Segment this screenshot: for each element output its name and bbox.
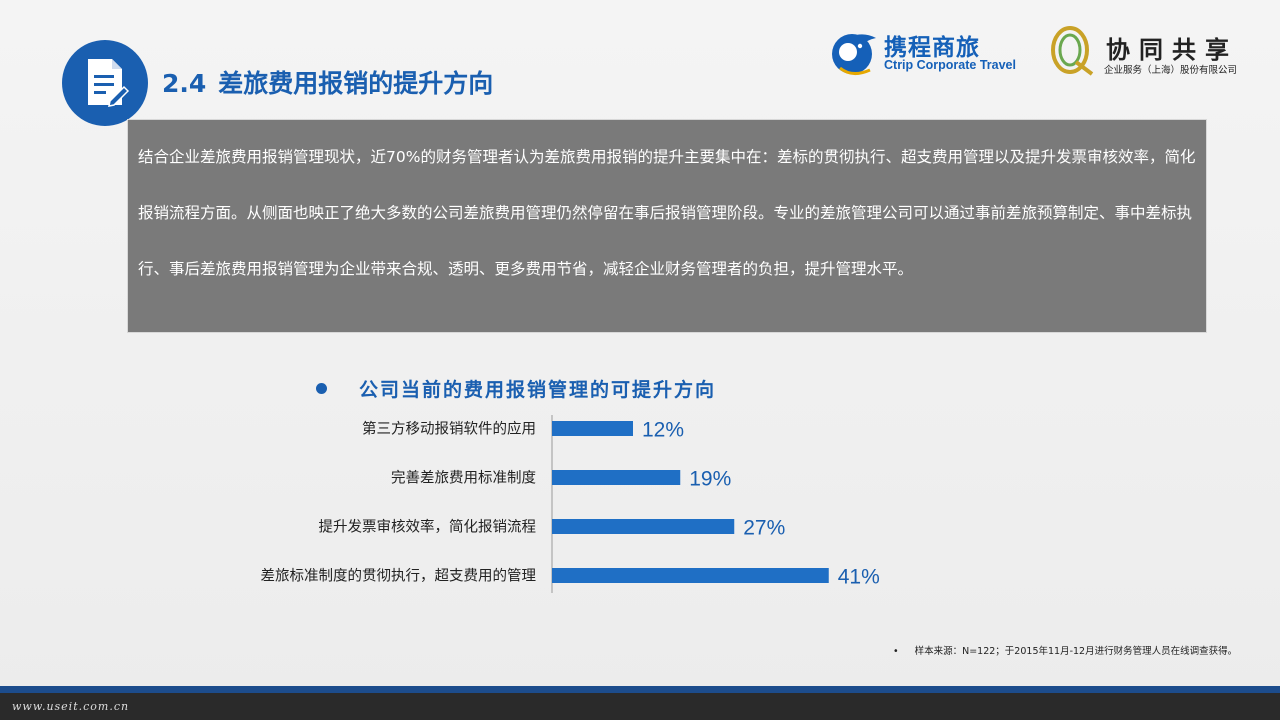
value-label: 41% <box>838 566 880 589</box>
source-note: • 样本来源：N=122；于2015年11月-12月进行财务管理人员在线调查获得。 <box>893 646 1238 657</box>
value-label: 27% <box>743 517 785 540</box>
footer-url: www.useit.com.cn <box>12 700 130 713</box>
partner-emblem-icon <box>1051 26 1094 76</box>
bar <box>552 519 735 534</box>
page-title: 2.4 差旅费用报销的提升方向 <box>162 69 494 98</box>
value-label: 12% <box>642 419 684 442</box>
footer-stripe <box>0 686 1280 693</box>
value-label: 19% <box>689 468 731 491</box>
section-badge <box>62 40 148 126</box>
partner-logo: 协同共享 企业服务（上海）股份有限公司 <box>1046 22 1262 78</box>
bar <box>552 470 681 485</box>
document-edit-icon <box>88 59 130 107</box>
bar-chart: 第三方移动报销软件的应用 12% 完善差旅费用标准制度 19% 提升发票审核效率，简化报… <box>261 415 880 593</box>
category-label: 提升发票审核效率，简化报销流程 <box>319 519 537 536</box>
category-label: 完善差旅费用标准制度 <box>391 470 536 487</box>
footer-bar: www.useit.com.cn <box>0 686 1280 720</box>
bar <box>552 421 633 436</box>
bullet-dot <box>316 383 327 394</box>
dolphin-icon <box>832 34 876 75</box>
category-label: 差旅标准制度的贯彻执行，超支费用的管理 <box>261 568 537 585</box>
chart-title: 公司当前的费用报销管理的可提升方向 <box>316 375 716 402</box>
summary-text: 结合企业差旅费用报销管理现状，近70%的财务管理者认为差旅费用报销的提升主要集中… <box>138 148 1196 278</box>
category-label: 第三方移动报销软件的应用 <box>362 420 536 438</box>
ctrip-logo: 携程商旅 Ctrip Corporate Travel <box>826 24 1026 80</box>
summary-box: 结合企业差旅费用报销管理现状，近70%的财务管理者认为差旅费用报销的提升主要集中… <box>127 119 1207 333</box>
bar <box>552 568 829 583</box>
